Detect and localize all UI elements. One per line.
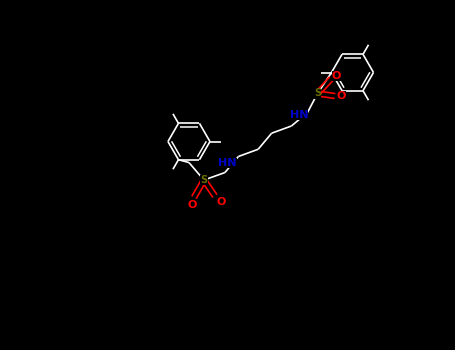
Text: O: O — [332, 71, 341, 81]
Text: O: O — [187, 199, 197, 210]
Text: O: O — [337, 91, 346, 101]
Text: O: O — [216, 197, 226, 207]
Text: HN: HN — [290, 110, 308, 119]
Text: HN: HN — [218, 158, 237, 168]
Text: S: S — [200, 175, 207, 185]
Text: S: S — [314, 89, 321, 98]
